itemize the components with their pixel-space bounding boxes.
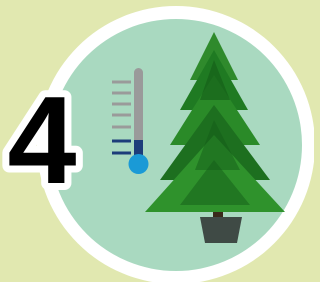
page: 4 (() => { const data = JSON.parse(docum… [0,0,314,282]
badge-number: 4 [8,72,77,210]
badge: 4 [0,0,314,282]
